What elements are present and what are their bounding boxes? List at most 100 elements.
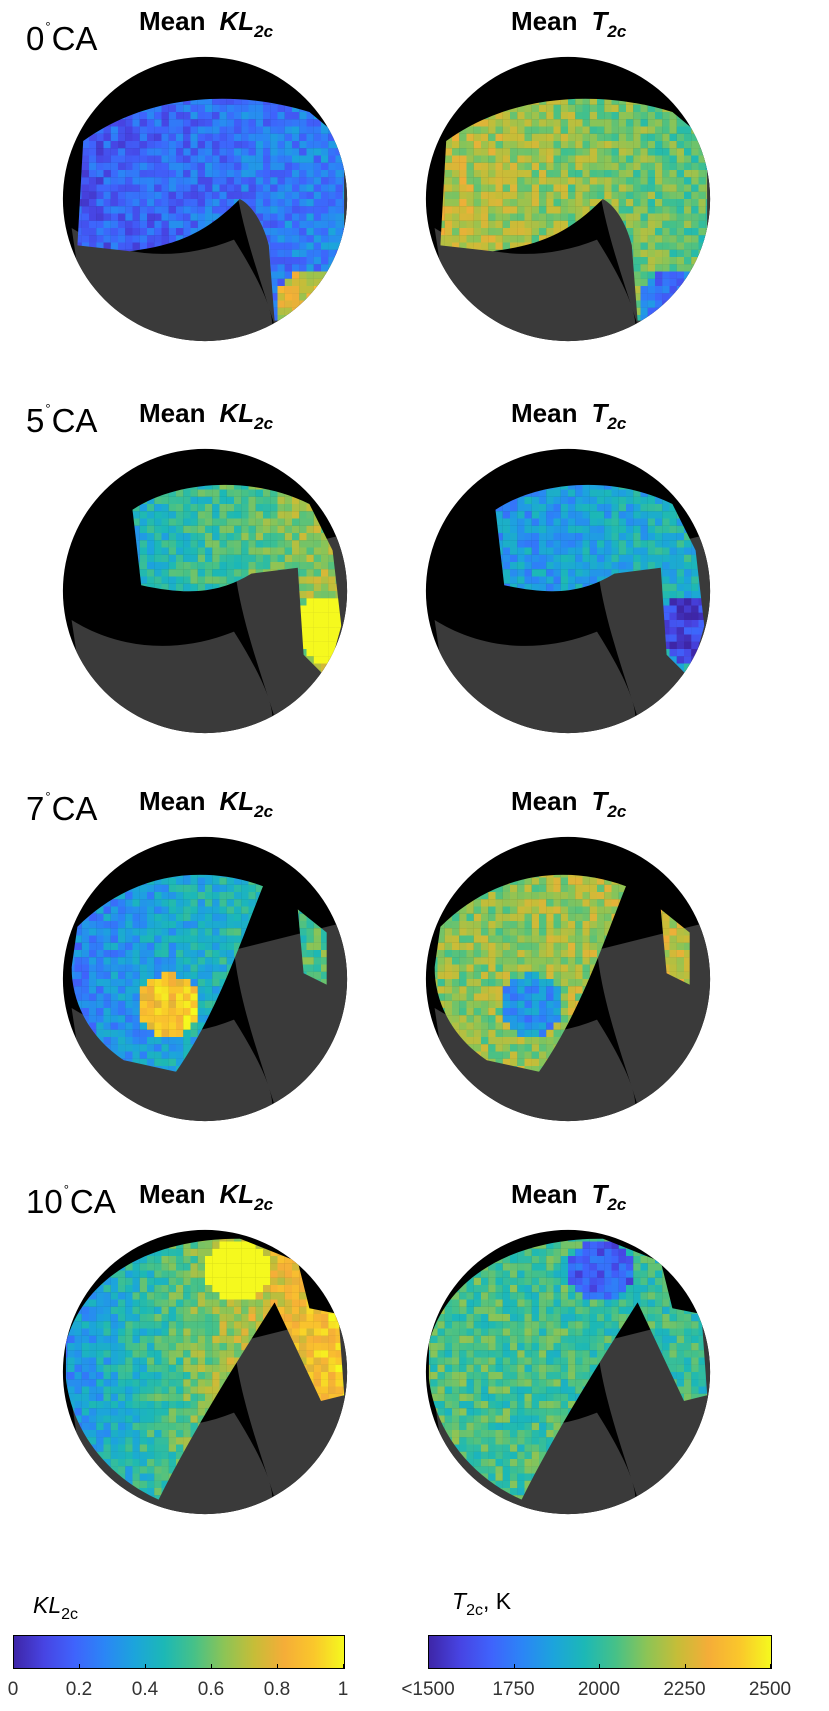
title-symbol: KL2c [219, 6, 274, 41]
panel-row-5ca: 5°CA Mean KL2c Mean T2c [0, 392, 829, 792]
colorbar-tick [428, 1664, 429, 1669]
t-map [423, 1227, 713, 1517]
colorbar-tick [684, 1664, 686, 1669]
kl-heatmap [62, 836, 348, 1122]
colorbar-tick [770, 1664, 771, 1669]
title-subscript: 2c [254, 414, 274, 433]
t-colorbar-unit: , K [482, 1588, 512, 1614]
kl-colorbar-symbol: KL [33, 1592, 62, 1618]
t-heatmap [425, 1229, 711, 1515]
kl-heatmap [62, 56, 348, 342]
t-colorbar [428, 1635, 772, 1669]
colorbar-tick-label: 1750 [492, 1679, 535, 1700]
t-heatmap [425, 836, 711, 1122]
title-word: Mean [139, 6, 206, 36]
title-word: Mean [139, 1179, 206, 1209]
kl-map [60, 446, 350, 736]
colorbar-tick-label: 0.2 [65, 1679, 93, 1700]
colorbar-tick [211, 1664, 212, 1669]
degree-symbol: ° [45, 401, 51, 416]
masked-region [71, 533, 348, 734]
colorbar-tick [599, 1664, 600, 1669]
title-symbol: T2c [591, 398, 627, 433]
colorbar-tick-label: 0 [7, 1679, 19, 1700]
t-map [423, 446, 713, 736]
colorbar-tick [513, 1664, 515, 1669]
colorbar-tick [145, 1664, 146, 1669]
t-colorbar-symbol: T [452, 1588, 467, 1614]
t-panel-title: Mean T2c [511, 1179, 627, 1214]
title-subscript: 2c [607, 802, 627, 821]
title-word: Mean [511, 398, 578, 428]
masked-region [434, 533, 711, 734]
t-map [423, 834, 713, 1124]
colorbar-tick [13, 1664, 14, 1669]
degree-symbol: ° [45, 789, 51, 804]
title-symbol: T2c [591, 6, 627, 41]
t-heatmap [425, 448, 711, 734]
colorbar-tick-label: 2250 [663, 1679, 706, 1700]
panel-row-0ca: 0°CA Mean KL2c Mean T2c [0, 0, 829, 400]
crank-angle-unit: CA [51, 20, 98, 57]
title-word: Mean [511, 6, 578, 36]
colorbar-tick [277, 1664, 278, 1669]
panel-row-7ca: 7°CA Mean KL2c Mean T2c [0, 780, 829, 1180]
title-subscript: 2c [254, 22, 274, 41]
crank-angle-unit: CA [51, 790, 98, 827]
t-panel-title: Mean T2c [511, 786, 627, 821]
colorbar-tick-label: 2000 [577, 1679, 621, 1700]
title-subscript: 2c [607, 414, 627, 433]
crank-angle-label: 0°CA [26, 19, 98, 57]
kl-panel-title: Mean KL2c [139, 1179, 274, 1214]
title-word: Mean [139, 398, 206, 428]
degree-symbol: ° [45, 19, 51, 34]
kl-panel-title: Mean KL2c [139, 398, 274, 433]
crank-angle-label: 7°CA [26, 789, 98, 827]
crank-angle-label: 10°CA [26, 1183, 116, 1220]
kl-panel-title: Mean KL2c [139, 786, 273, 820]
kl-map [60, 54, 350, 344]
masked-region [434, 921, 711, 1122]
title-subscript: 2c [607, 1195, 627, 1214]
colorbar-tick-label: 2500 [748, 1679, 792, 1700]
title-symbol: KL2c [219, 1179, 274, 1214]
crank-angle-value: 10 [26, 1183, 63, 1220]
crank-angle-value: 5 [26, 402, 45, 439]
title-word: Mean [511, 1179, 578, 1209]
panel-row-10ca: 10°CA Mean KL2c Mean T2c [0, 1173, 829, 1573]
t-colorbar-sub: 2c [466, 1602, 483, 1619]
colorbar-tick [79, 1664, 80, 1669]
t-map [423, 54, 713, 344]
kl-heatmap [62, 448, 348, 734]
t-heatmap [425, 56, 711, 342]
kl-heatmap [62, 1229, 348, 1515]
kl-colorbar [13, 1635, 345, 1669]
colorbar-tick-label: 0.8 [263, 1679, 291, 1700]
colorbar-tick-label: 1 [337, 1679, 349, 1700]
colorbar-tick-label: 0.4 [131, 1679, 159, 1700]
crank-angle-unit: CA [51, 402, 98, 439]
kl-colorbar-label: KL2c [33, 1592, 78, 1623]
masked-region [71, 921, 348, 1122]
title-symbol: KL2c [219, 398, 274, 433]
title-symbol: T2c [591, 1179, 627, 1214]
crank-angle-value: 7 [26, 790, 45, 827]
title-subscript: 2c [254, 802, 274, 821]
colorbar-tick-label: 0.6 [197, 1679, 225, 1700]
title-word: Mean [139, 786, 206, 816]
t-colorbar-label: T2c, K [452, 1588, 512, 1619]
title-subscript: 2c [254, 1195, 274, 1214]
colorbar-tick [343, 1664, 344, 1669]
title-word: Mean [511, 786, 578, 816]
title-symbol: T2c [591, 786, 627, 821]
kl-panel-title: Mean KL2c [139, 6, 274, 41]
kl-map [60, 1227, 350, 1517]
t-panel-title: Mean T2c [511, 6, 627, 41]
crank-angle-label: 5°CA [26, 401, 98, 439]
t-panel-title: Mean T2c [511, 398, 627, 433]
colorbar-tick-label: <1500 [401, 1679, 455, 1700]
kl-map [60, 834, 350, 1124]
kl-colorbar-sub: 2c [61, 1606, 79, 1623]
title-subscript: 2c [607, 22, 627, 41]
crank-angle-unit: CA [69, 1183, 116, 1220]
